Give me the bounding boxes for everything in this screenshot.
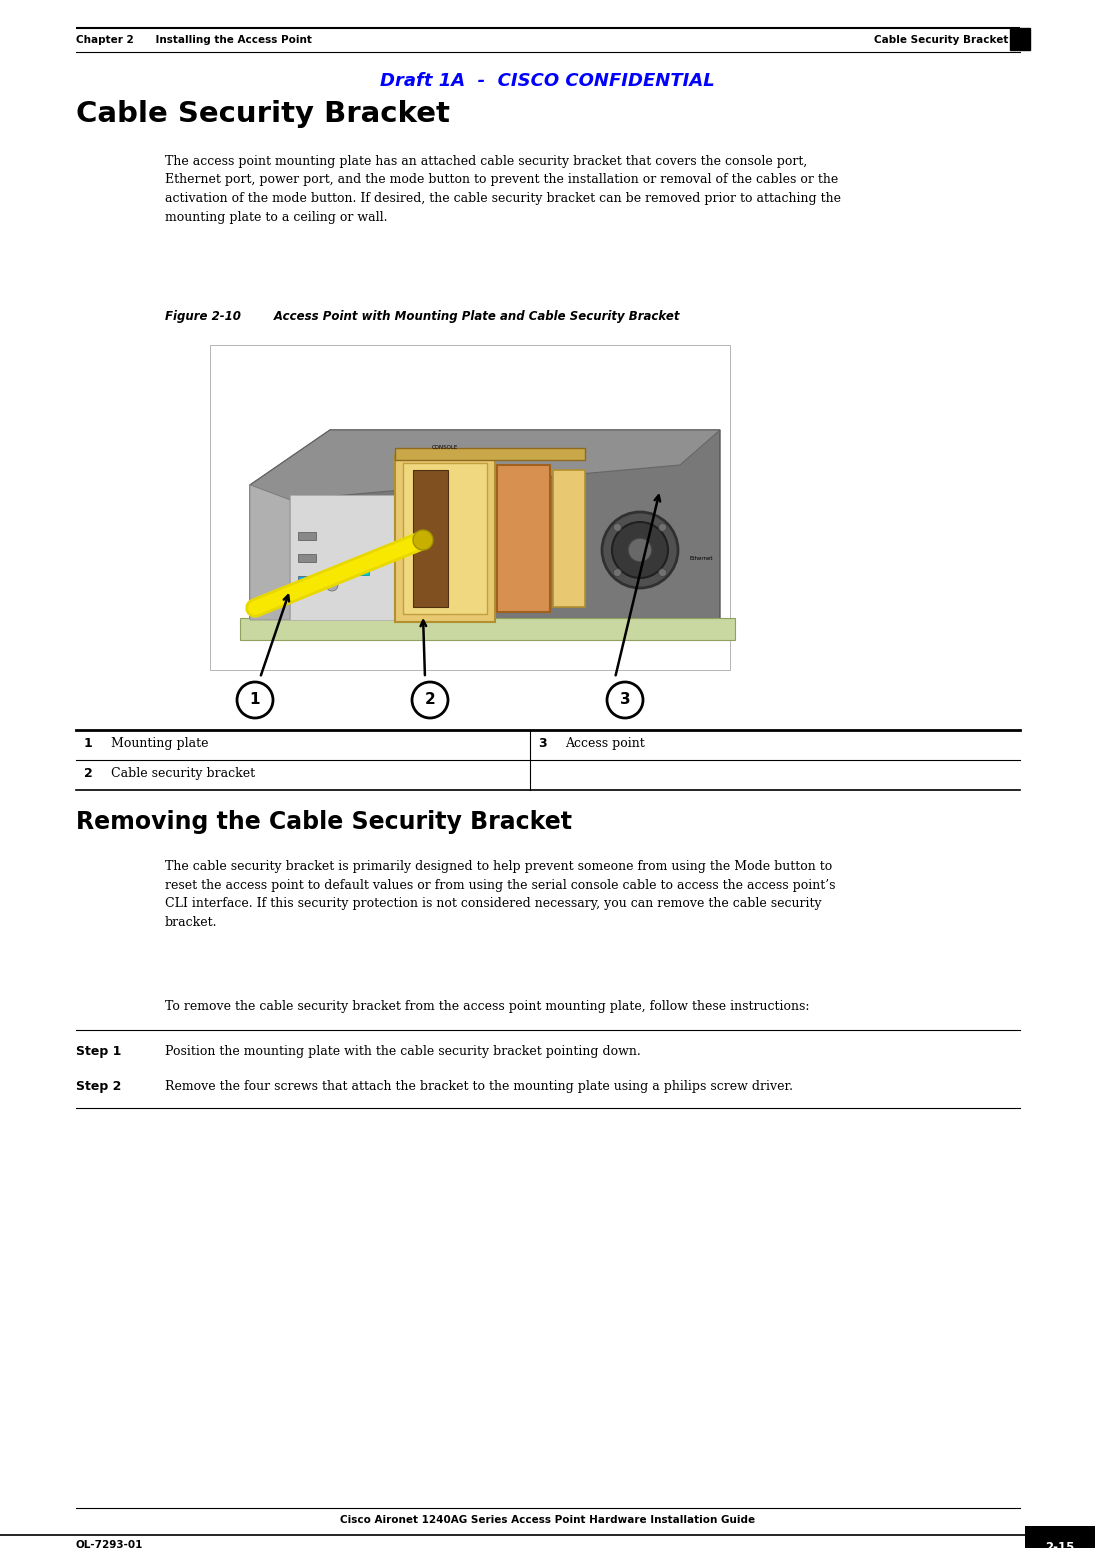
Bar — [395, 447, 585, 460]
Circle shape — [629, 539, 652, 562]
Bar — [413, 471, 448, 607]
Text: Cable Security Bracket: Cable Security Bracket — [76, 101, 450, 128]
Text: Removing the Cable Security Bracket: Removing the Cable Security Bracket — [76, 810, 572, 834]
Text: Step 1: Step 1 — [76, 1045, 122, 1057]
Bar — [1025, 1526, 1095, 1548]
Circle shape — [304, 579, 316, 591]
Circle shape — [612, 522, 668, 577]
Text: The access point mounting plate has an attached cable security bracket that cove: The access point mounting plate has an a… — [165, 155, 841, 223]
Text: Figure 2-10        Access Point with Mounting Plate and Cable Security Bracket: Figure 2-10 Access Point with Mounting P… — [165, 310, 680, 324]
Circle shape — [607, 683, 643, 718]
Circle shape — [658, 523, 667, 531]
Bar — [298, 576, 316, 584]
Text: 1: 1 — [250, 692, 261, 707]
Polygon shape — [250, 485, 290, 621]
Text: 1: 1 — [84, 737, 93, 749]
Circle shape — [613, 523, 621, 531]
Bar — [210, 345, 730, 670]
Text: 3: 3 — [538, 737, 546, 749]
Text: Access point: Access point — [565, 737, 645, 749]
Text: 3: 3 — [620, 692, 631, 707]
Text: Chapter 2      Installing the Access Point: Chapter 2 Installing the Access Point — [76, 36, 312, 45]
Text: Mounting plate: Mounting plate — [111, 737, 208, 749]
Circle shape — [658, 568, 667, 576]
Bar — [298, 533, 316, 540]
Text: Draft 1A  -  CISCO CONFIDENTIAL: Draft 1A - CISCO CONFIDENTIAL — [380, 73, 715, 90]
Text: Cisco Aironet 1240AG Series Access Point Hardware Installation Guide: Cisco Aironet 1240AG Series Access Point… — [339, 1515, 756, 1525]
Text: Ethernet: Ethernet — [690, 556, 714, 560]
Circle shape — [237, 683, 273, 718]
Text: To remove the cable security bracket from the access point mounting plate, follo: To remove the cable security bracket fro… — [165, 1000, 809, 1012]
Text: 2: 2 — [425, 692, 436, 707]
Polygon shape — [250, 430, 721, 621]
Text: The cable security bracket is primarily designed to help prevent someone from us: The cable security bracket is primarily … — [165, 861, 835, 929]
Text: Step 2: Step 2 — [76, 1081, 122, 1093]
Bar — [497, 464, 550, 611]
Bar — [1010, 28, 1030, 50]
Polygon shape — [240, 618, 735, 639]
Text: OL-7293-01: OL-7293-01 — [76, 1540, 143, 1548]
Bar — [395, 455, 495, 622]
Polygon shape — [290, 495, 410, 621]
Text: CONSOLE: CONSOLE — [431, 444, 458, 450]
Text: Cable Security Bracket: Cable Security Bracket — [874, 36, 1008, 45]
Bar — [403, 463, 487, 615]
Bar — [298, 554, 316, 562]
Circle shape — [613, 568, 621, 576]
Circle shape — [602, 512, 678, 588]
Text: 2-15: 2-15 — [1046, 1540, 1074, 1548]
Text: Position the mounting plate with the cable security bracket pointing down.: Position the mounting plate with the cab… — [165, 1045, 641, 1057]
Circle shape — [326, 579, 338, 591]
Polygon shape — [250, 430, 721, 500]
Circle shape — [413, 529, 433, 550]
Bar — [553, 471, 585, 607]
Text: Cable security bracket: Cable security bracket — [111, 766, 255, 780]
Text: 2: 2 — [84, 766, 93, 780]
Bar — [355, 565, 369, 574]
Circle shape — [412, 683, 448, 718]
Text: Remove the four screws that attach the bracket to the mounting plate using a phi: Remove the four screws that attach the b… — [165, 1081, 793, 1093]
